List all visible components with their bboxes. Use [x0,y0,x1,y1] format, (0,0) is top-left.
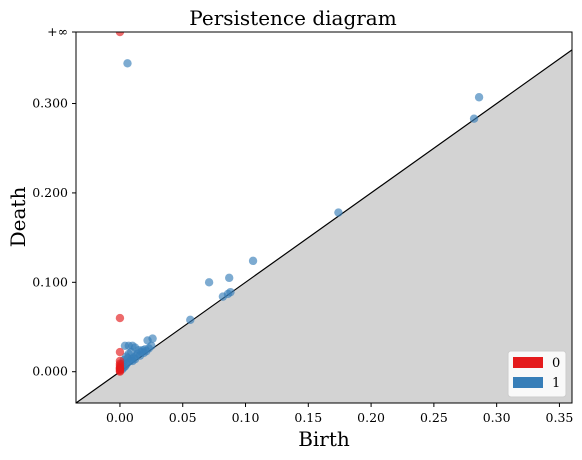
data-point-series-1 [204,278,214,287]
data-point-series-0 [115,367,125,376]
x-tick-label: 0.25 [420,410,448,425]
data-point-series-1 [248,256,258,266]
data-point-series-1 [334,208,343,217]
data-point-series-1 [186,315,195,325]
data-point-series-0 [115,313,125,323]
legend-label-1: 1 [552,376,560,391]
y-tick-label: 0.200 [32,185,68,200]
x-axis-ticks: 0.00 0.05 0.10 0.15 0.20 0.25 0.30 0.35 [106,403,573,425]
legend-swatch-1 [513,377,543,388]
data-point-series-1 [469,114,479,123]
legend-swatch-0 [513,357,543,368]
data-point-series-1 [474,93,484,102]
y-axis-ticks: 0.000 0.100 0.200 0.300 [32,31,76,379]
x-tick-label: 0.35 [546,410,574,425]
y-axis-title: Death [6,187,30,248]
y-tick-label: 0.100 [32,274,68,289]
y-tick-label: 0.000 [32,364,68,379]
diagonal-line [76,49,572,403]
x-tick-label: 0.20 [357,410,385,425]
data-point-series-1 [144,344,154,353]
data-point-series-0 [115,32,125,37]
x-tick-label: 0.15 [294,410,322,425]
data-point-series-1 [224,273,234,283]
y-tick-label: 0.300 [32,96,68,111]
data-point-series-1 [218,292,228,301]
x-tick-label: 0.05 [169,410,197,425]
legend-label-0: 0 [552,356,560,371]
data-point-series-1 [123,59,132,68]
x-tick-label: 0.10 [232,410,260,425]
x-axis-title: Birth [298,427,350,451]
legend: 0 1 [507,350,567,398]
data-point-series-0 [115,347,125,357]
infinity-tick-label: +∞ [47,24,68,39]
chart-title: Persistence diagram [189,6,396,30]
x-tick-label: 0.00 [106,410,134,425]
plot-frame [75,31,573,404]
x-tick-label: 0.30 [483,410,511,425]
scatter-points-layer [115,32,484,376]
